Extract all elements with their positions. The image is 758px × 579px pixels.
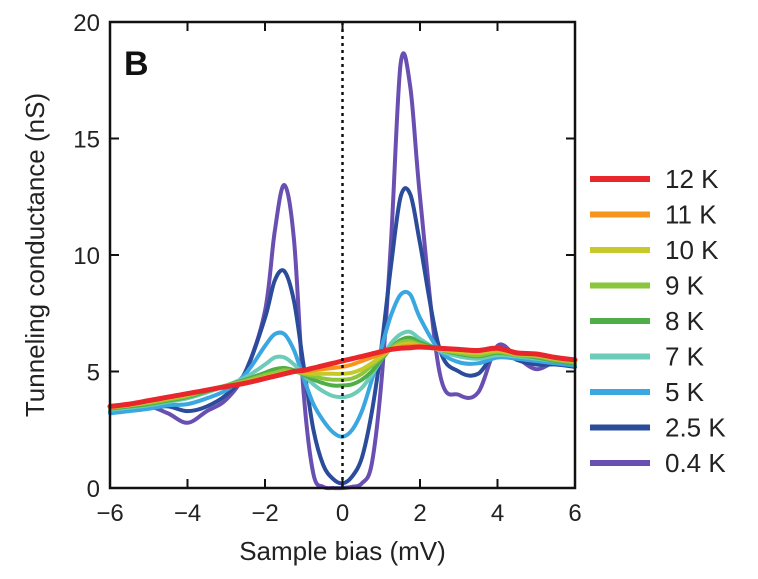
x-tick-label: −6 (96, 500, 123, 527)
panel-label: B (124, 45, 149, 83)
x-tick-label: −2 (251, 500, 278, 527)
series-line-2-5-k (108, 186, 577, 486)
x-tick-label: 2 (413, 500, 426, 527)
x-ticks: −6 −4 −2 0 2 4 6 (96, 22, 582, 527)
legend-label-7-k: 7 K (665, 342, 705, 372)
y-tick-label: 0 (87, 476, 100, 503)
y-ticks: 0 5 10 15 20 (73, 10, 575, 503)
x-tick-label: 0 (336, 500, 349, 527)
legend-label-5-k: 5 K (665, 377, 705, 407)
y-tick-label: 5 (87, 360, 100, 387)
legend-label-2-5-k: 2.5 K (665, 413, 726, 443)
y-axis-label: Tunneling conductance (nS) (20, 93, 50, 417)
y-tick-label: 10 (73, 243, 100, 270)
legend-label-11-k: 11 K (665, 200, 717, 230)
legend-label-10-k: 10 K (665, 235, 719, 265)
y-tick-label: 20 (73, 10, 100, 37)
legend-label-8-k: 8 K (665, 306, 705, 336)
y-tick-label: 15 (73, 127, 100, 154)
x-tick-label: −4 (174, 500, 201, 527)
legend-label-0-4-k: 0.4 K (665, 448, 726, 478)
legend-label-9-k: 9 K (665, 271, 705, 301)
x-axis-label: Sample bias (mV) (239, 536, 446, 566)
x-tick-label: 6 (568, 500, 581, 527)
plot-area: −6 −4 −2 0 2 4 6 0 5 10 15 20 (73, 10, 581, 527)
legend: 12 K 11 K 10 K 9 K 8 K 7 K 5 K 2.5 K 0.4 K (590, 164, 726, 478)
x-tick-label: 4 (491, 500, 504, 527)
legend-label-12-k: 12 K (665, 164, 719, 194)
